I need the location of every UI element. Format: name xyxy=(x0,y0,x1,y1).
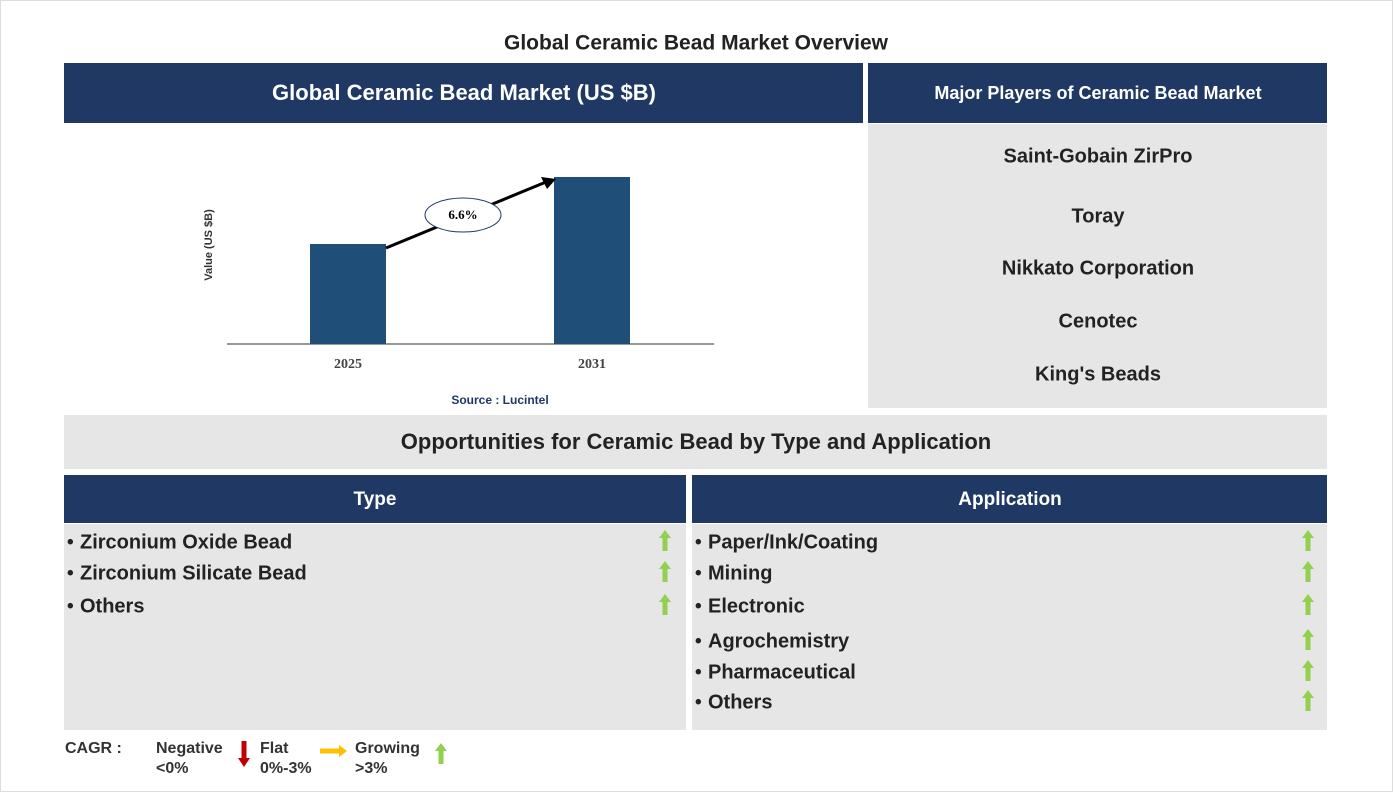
trend-arrow xyxy=(659,561,671,582)
growth-arrow-head xyxy=(541,177,556,189)
trend-arrow xyxy=(1302,594,1314,615)
item-label: Mining xyxy=(708,562,772,584)
trend-arrow xyxy=(1302,561,1314,582)
player-name: Nikkato Corporation xyxy=(1002,257,1194,279)
trend-arrow xyxy=(238,741,250,767)
bullet: • xyxy=(695,532,702,553)
source: Source : Lucintel xyxy=(451,393,548,407)
item-label: Zirconium Silicate Bead xyxy=(80,562,307,584)
players-panel xyxy=(868,124,1327,408)
type-header xyxy=(64,475,686,523)
player-name: Cenotec xyxy=(1059,310,1138,332)
bar xyxy=(310,244,386,344)
legend-name: Negative xyxy=(156,740,223,757)
bullet: • xyxy=(695,692,702,713)
item-label: Agrochemistry xyxy=(708,630,850,652)
bullet: • xyxy=(695,631,702,652)
legend-label: CAGR : xyxy=(65,740,122,757)
y-axis-label: Value (US $B) xyxy=(203,209,215,281)
page-title: Global Ceramic Bead Market Overview xyxy=(504,32,889,55)
cagr-label: 6.6% xyxy=(448,207,477,222)
chart-header xyxy=(64,63,863,123)
x-tick-label: 2031 xyxy=(578,357,606,372)
legend-name: Flat xyxy=(260,740,289,757)
trend-arrow xyxy=(1302,690,1314,711)
item-label: Others xyxy=(708,691,772,713)
player-name: Toray xyxy=(1072,205,1126,227)
players-header xyxy=(868,63,1327,123)
bullet: • xyxy=(695,563,702,584)
bullet: • xyxy=(695,596,702,617)
chart-title: Global Ceramic Bead Market (US $B) xyxy=(272,80,656,105)
trend-arrow xyxy=(435,743,447,764)
item-label: Pharmaceutical xyxy=(708,661,856,683)
application-title: Application xyxy=(958,489,1061,510)
legend-range: <0% xyxy=(156,760,188,777)
trend-arrow xyxy=(659,594,671,615)
legend-range: 0%-3% xyxy=(260,760,312,777)
item-label: Zirconium Oxide Bead xyxy=(80,531,292,553)
trend-arrow xyxy=(320,745,347,757)
trend-arrow xyxy=(1302,660,1314,681)
application-header xyxy=(692,475,1327,523)
legend-name: Growing xyxy=(355,740,420,757)
item-label: Electronic xyxy=(708,595,805,617)
trend-arrow xyxy=(1302,629,1314,650)
x-tick-label: 2025 xyxy=(334,357,362,372)
player-name: Saint-Gobain ZirPro xyxy=(1004,145,1193,167)
opportunities-title: Opportunities for Ceramic Bead by Type a… xyxy=(401,429,991,454)
bullet: • xyxy=(695,662,702,683)
item-label: Paper/Ink/Coating xyxy=(708,531,878,553)
bullet: • xyxy=(67,596,74,617)
application-panel xyxy=(692,524,1327,730)
opportunities-band xyxy=(64,415,1327,469)
type-title: Type xyxy=(354,489,397,510)
player-name: King's Beads xyxy=(1035,363,1161,385)
bullet: • xyxy=(67,563,74,584)
bullet: • xyxy=(67,532,74,553)
trend-arrow xyxy=(1302,530,1314,551)
players-title: Major Players of Ceramic Bead Market xyxy=(934,83,1261,103)
type-panel xyxy=(64,524,686,730)
item-label: Others xyxy=(80,595,144,617)
bar xyxy=(554,177,630,344)
trend-arrow xyxy=(659,530,671,551)
cagr-bubble xyxy=(424,197,502,233)
legend-range: >3% xyxy=(355,760,387,777)
